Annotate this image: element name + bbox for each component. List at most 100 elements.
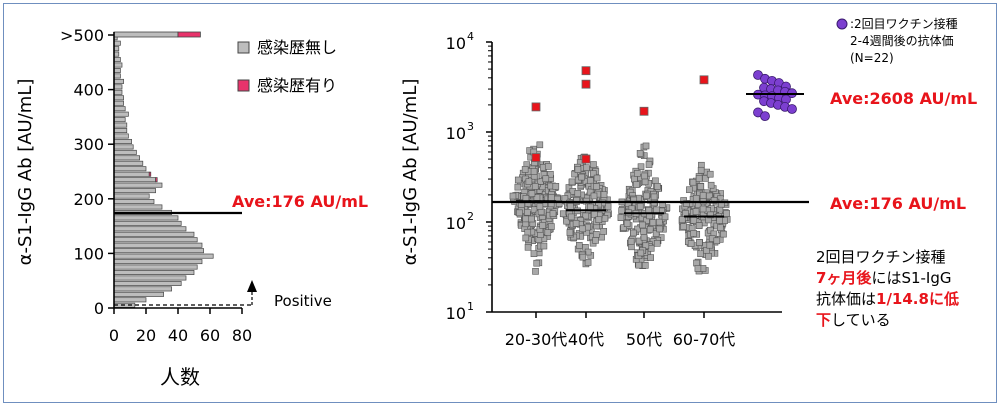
scatter-point <box>536 203 544 210</box>
scatter-y-tick-label: 10 <box>446 304 466 323</box>
scatter-point <box>631 175 638 183</box>
scatter-point <box>533 259 541 267</box>
histogram-bar <box>113 57 121 63</box>
scatter-point <box>532 268 539 275</box>
scatter-point <box>582 212 590 220</box>
scatter-point <box>575 242 583 249</box>
scatter-point <box>547 170 554 178</box>
scatter-point <box>552 183 560 190</box>
histogram-bar <box>113 117 126 123</box>
positive-label: Positive <box>274 292 332 310</box>
scatter-point <box>707 226 714 234</box>
histogram-bar-overflow <box>113 31 179 38</box>
scatter-point <box>620 224 628 231</box>
histogram-bar <box>113 128 128 134</box>
scatter-point <box>713 237 721 245</box>
scatter-point-infected <box>531 102 541 112</box>
legend-swatch-infected <box>237 79 250 92</box>
histogram-bar <box>113 122 128 128</box>
histogram-bar <box>113 226 187 232</box>
histogram-bar <box>113 155 140 161</box>
scatter-point <box>710 197 718 204</box>
scatter-point <box>637 163 645 171</box>
histogram-bar <box>113 166 147 172</box>
scatter-point <box>593 231 600 238</box>
scatter-point <box>687 240 695 247</box>
histogram-bar <box>113 286 172 292</box>
histogram-bar <box>113 40 121 46</box>
histogram-y-tick-label: 200 <box>73 190 104 209</box>
scatter-point <box>641 172 648 180</box>
vaccine-point <box>787 104 797 114</box>
histogram-y-tick-label: 400 <box>73 81 104 100</box>
scatter-point <box>578 173 585 181</box>
histogram-mean-label: Ave:176 AU/mL <box>232 192 368 211</box>
scatter-point <box>697 166 705 174</box>
scatter-point <box>656 225 663 233</box>
scatter-point <box>699 205 707 213</box>
histogram-bar <box>113 149 137 155</box>
note-text-igg: にはS1-IgG <box>871 269 952 287</box>
scatter-point <box>635 261 643 269</box>
scatter-point <box>656 218 663 226</box>
histogram-bar <box>113 177 156 183</box>
histogram-y-axis-title: α-S1-IgG Ab [AU/mL] <box>15 79 36 266</box>
scatter-point-infected <box>531 153 541 162</box>
note-text-titer: 抗体価は <box>816 290 877 308</box>
scatter-point <box>618 207 625 214</box>
scatter-point <box>697 250 704 258</box>
histogram-x-tick-label: 20 <box>136 326 156 345</box>
vaccine-mean-label: Ave:2608 AU/mL <box>830 89 977 108</box>
scatter-y-tick-exponent: 1 <box>467 300 474 313</box>
legend-line-1: :2回目ワクチン接種 <box>850 16 958 31</box>
scatter-point <box>544 163 552 170</box>
scatter-point-infected <box>699 75 709 85</box>
scatter-y-tick-label: 10 <box>446 34 466 53</box>
scatter-point <box>539 222 547 229</box>
vaccine-point <box>760 111 770 122</box>
figure-canvas: 0 100 200 300 400 >500 0 20 40 60 80 Ave:176 AU/mL… <box>15 16 977 389</box>
scatter-x-tick-label: 60-70代 <box>673 330 736 349</box>
scatter-point <box>692 208 700 215</box>
histogram-bar <box>113 133 129 139</box>
note-line-4: 下している <box>816 310 996 331</box>
scatter-point <box>661 213 669 221</box>
scatter-point <box>707 181 715 189</box>
histogram-bar <box>113 138 132 144</box>
histogram-bar <box>113 248 204 254</box>
scatter-point <box>641 262 649 269</box>
scatter-point <box>595 216 603 224</box>
scatter-point <box>524 243 532 251</box>
scatter-point <box>574 190 582 197</box>
scatter-point <box>682 210 689 217</box>
scatter-point <box>567 203 574 210</box>
note-highlight-months: 7ヶ月後 <box>816 269 872 287</box>
scatter-point <box>634 170 641 177</box>
histogram-bar <box>113 259 203 265</box>
scatter-point <box>525 178 533 185</box>
scatter-point <box>548 223 555 230</box>
scatter-point <box>717 224 724 231</box>
scatter-point <box>544 229 552 236</box>
scatter-point <box>633 181 640 188</box>
note-line-1: 2回目ワクチン接種 <box>816 248 946 266</box>
figure-frame: 0 100 200 300 400 >500 0 20 40 60 80 Ave:176 AU/mL… <box>3 3 997 403</box>
scatter-y-tick-exponent: 3 <box>467 120 474 133</box>
scatter-point <box>643 192 650 200</box>
scatter-y-axis-title: α-S1-IgG Ab [AU/mL] <box>400 79 421 266</box>
scatter-point <box>563 217 570 225</box>
histogram-bar <box>113 199 155 205</box>
scatter-point <box>528 190 536 197</box>
scatter-y-tick-label: 10 <box>446 214 466 233</box>
scatter-point-infected <box>581 66 591 76</box>
histogram-bar <box>113 220 182 226</box>
histogram-bar <box>113 215 179 221</box>
scatter-point <box>637 249 645 257</box>
scatter-point <box>723 210 730 217</box>
scatter-point <box>590 192 598 200</box>
scatter-point <box>530 250 538 258</box>
scatter-point <box>694 265 702 272</box>
scatter-point <box>568 178 576 186</box>
histogram-bar <box>113 297 147 303</box>
